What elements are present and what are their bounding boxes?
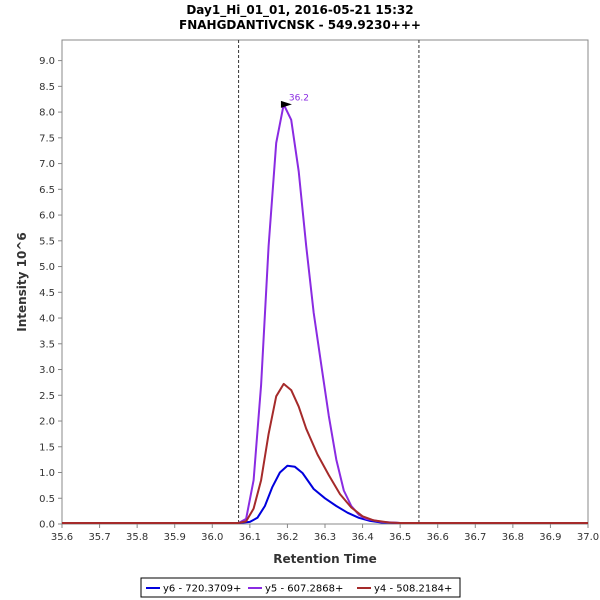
y-axis: 0.0 0.5 1.0 1.5 2.0 2.5 3.0 3.5 4.0 4.5 5.0 5.5 6.0 6…: [39, 56, 62, 531]
plot-area: [61, 39, 589, 525]
x-tick-label: 36.1: [239, 532, 261, 543]
x-tick-label: 36.2: [276, 532, 298, 543]
x-tick-label: 36.7: [464, 532, 486, 543]
y-tick-label: 9.0: [39, 56, 55, 67]
legend: y6 - 720.3709+ y5 - 607.2868+ y4 - 508.218…: [140, 577, 461, 598]
x-tick-label: 36.6: [427, 532, 449, 543]
y-tick-label: 6.0: [39, 211, 55, 222]
series-layer: [62, 103, 588, 524]
y-tick-label: 7.0: [39, 159, 55, 170]
x-tick-label: 36.9: [539, 532, 561, 543]
x-tick-label: 36.4: [351, 532, 373, 543]
series-line-2: [62, 382, 588, 524]
y-tick-label: 5.0: [39, 262, 55, 273]
annotation-layer: 36.2: [280, 93, 309, 108]
x-tick-label: 35.7: [88, 532, 110, 543]
x-tick-label: 36.0: [201, 532, 223, 543]
y-tick-label: 7.5: [39, 133, 55, 144]
y-tick-label: 0.0: [39, 520, 55, 531]
x-tick-label: 35.8: [126, 532, 148, 543]
x-tick-label: 36.5: [389, 532, 411, 543]
chart-title-line1: Day1_Hi_01_01, 2016-05-21 15:32: [186, 3, 413, 18]
series-line-0: [62, 464, 588, 524]
x-axis: 35.6 35.7 35.8 35.9 36.0 36.1 36.2 36.3 36.4 36.5…: [51, 524, 599, 543]
y-tick-label: 3.5: [39, 339, 55, 350]
legend-label-1: y5 - 607.2868+: [265, 584, 343, 595]
y-tick-label: 0.5: [39, 494, 55, 505]
x-tick-label: 35.9: [164, 532, 186, 543]
y-axis-label: Intensity 10^6: [15, 232, 29, 332]
y-tick-label: 4.0: [39, 314, 55, 325]
peak-label: 36.2: [289, 93, 309, 103]
y-tick-label: 6.5: [39, 185, 55, 196]
peak-arrow: [280, 100, 292, 108]
chart-title-line2: FNAHGDANTIVCNSK - 549.9230+++: [179, 18, 421, 32]
y-tick-label: 2.5: [39, 391, 55, 402]
x-tick-label: 35.6: [51, 532, 73, 543]
y-tick-label: 8.5: [39, 82, 55, 93]
y-tick-label: 1.0: [39, 468, 55, 479]
x-axis-label: Retention Time: [273, 552, 377, 566]
legend-label-2: y4 - 508.2184+: [374, 584, 452, 595]
y-tick-label: 3.0: [39, 365, 55, 376]
legend-box: [140, 577, 461, 598]
integration-boundaries: [238, 40, 420, 524]
legend-label-0: y6 - 720.3709+: [163, 584, 241, 595]
y-tick-label: 8.0: [39, 108, 55, 119]
y-tick-label: 5.5: [39, 236, 55, 247]
y-tick-label: 2.0: [39, 417, 55, 428]
y-tick-label: 1.5: [39, 442, 55, 453]
x-tick-label: 36.8: [502, 532, 524, 543]
x-tick-label: 37.0: [577, 532, 599, 543]
x-tick-label: 36.3: [314, 532, 336, 543]
y-tick-label: 4.5: [39, 288, 55, 299]
